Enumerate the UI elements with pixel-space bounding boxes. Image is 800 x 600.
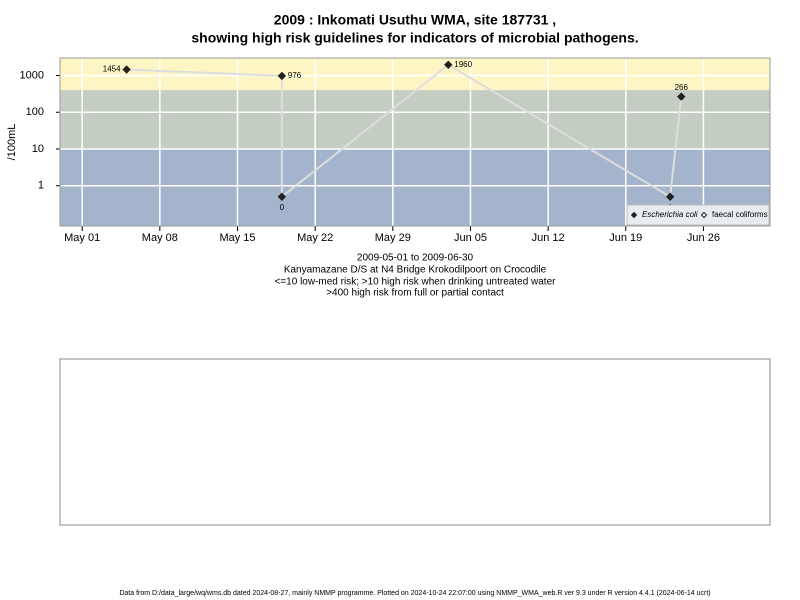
data-point [665,192,675,201]
x-tick-label: May 01 [64,232,100,244]
legend-label: faecal coliforms [712,210,768,219]
y-tick-label: 10 [32,143,44,155]
footer: Data from D:/data_large/wq/wms.db dated … [119,590,710,597]
x-tick-label: May 08 [142,232,178,244]
caption: Kanyamazane D/S at N4 Bridge Krokodilpoo… [284,265,547,276]
x-tick-label: Jun 05 [454,232,487,244]
x-tick-label: Jun 26 [687,232,720,244]
plot-frame [59,57,771,227]
x-tick-label: Jun 12 [532,232,565,244]
legend-box [626,204,770,226]
x-tick-label: May 15 [219,232,255,244]
x-tick-label: May 22 [297,232,333,244]
y-axis-label: /100mL [6,124,18,161]
data-label: 266 [675,83,689,92]
data-point [444,60,453,69]
data-point [277,71,287,81]
chart-title: 2009 : Inkomati Usuthu WMA, site 187731 … [274,12,556,28]
series-line [126,63,683,199]
x-tick-label: Jun 19 [609,232,642,244]
y-tick-label: 1 [38,180,44,192]
empty-panel [59,358,771,526]
data-label: 976 [288,71,302,80]
legend-label: Escherichia coli [642,210,698,219]
legend: Escherichia coli faecal coliforms [626,204,770,226]
risk-band [60,58,770,91]
data-point [122,65,131,74]
data-point [277,192,287,201]
caption: >400 high risk from full or partial cont… [326,288,504,299]
data-label: 1960 [454,60,472,69]
data-point [677,92,686,101]
x-tick-label: May 29 [375,232,411,244]
caption: <=10 low-med risk; >10 high risk when dr… [275,277,557,288]
legend-marker [700,211,708,219]
legend-marker [630,211,638,219]
data-label: 1454 [103,65,121,74]
caption: 2009-05-01 to 2009-06-30 [357,253,474,264]
chart-title: showing high risk guidelines for indicat… [191,30,638,46]
data-label: 0 [280,203,285,212]
y-tick-label: 100 [26,106,44,118]
y-tick-label: 1000 [20,69,44,81]
